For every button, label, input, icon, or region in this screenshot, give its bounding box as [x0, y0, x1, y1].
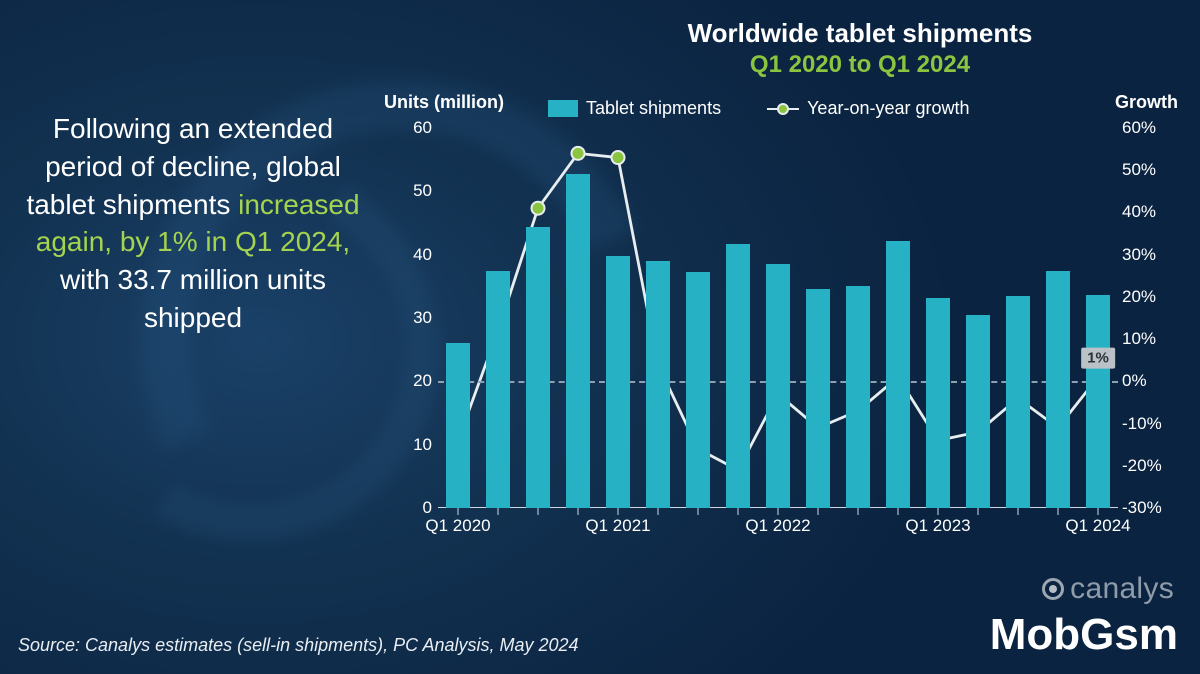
y-right-tick: 10% [1122, 329, 1174, 349]
legend-swatch-bar [548, 100, 578, 117]
x-tickmark [458, 508, 459, 515]
x-tick-label: Q1 2024 [1065, 516, 1130, 536]
legend-label-line: Year-on-year growth [807, 98, 969, 119]
title-line1: Worldwide tablet shipments [560, 18, 1160, 49]
y-right-tick: -20% [1122, 456, 1174, 476]
chart-area: Units (million) Growth Tablet shipments … [378, 100, 1178, 580]
bar [966, 315, 991, 508]
legend-item-line: Year-on-year growth [767, 98, 969, 119]
x-tick-label: Q1 2020 [425, 516, 490, 536]
y-right-tick: -30% [1122, 498, 1174, 518]
y-left-tick: 20 [396, 371, 432, 391]
x-tickmark [538, 508, 539, 515]
y-left-label: Units (million) [384, 92, 504, 113]
x-tick-label: Q1 2022 [745, 516, 810, 536]
x-tickmark [778, 508, 779, 515]
y-left-tick: 10 [396, 435, 432, 455]
y-left-tick: 30 [396, 308, 432, 328]
canalys-icon [1042, 578, 1064, 600]
y-right-tick: 20% [1122, 287, 1174, 307]
x-tick-label: Q1 2021 [585, 516, 650, 536]
x-tickmark [698, 508, 699, 515]
growth-marker [532, 202, 545, 215]
x-tickmark [978, 508, 979, 515]
x-tick-label: Q1 2023 [905, 516, 970, 536]
legend-swatch-point [767, 102, 799, 116]
bar [1046, 271, 1071, 509]
bar [726, 244, 751, 508]
y-right-tick: 60% [1122, 118, 1174, 138]
x-tickmark [1098, 508, 1099, 515]
bar [806, 289, 831, 508]
bar [606, 256, 631, 508]
bar [526, 227, 551, 508]
bar [926, 298, 951, 508]
bar [766, 264, 791, 508]
x-tickmark [1018, 508, 1019, 515]
y-right-tick: 50% [1122, 160, 1174, 180]
x-tickmark [658, 508, 659, 515]
bar [886, 241, 911, 508]
chart-title: Worldwide tablet shipments Q1 2020 to Q1… [560, 18, 1160, 79]
x-tickmark [858, 508, 859, 515]
x-tickmark [618, 508, 619, 515]
x-tickmark [498, 508, 499, 515]
y-right-tick: 0% [1122, 371, 1174, 391]
watermark-text: MobGsm [990, 610, 1178, 660]
y-right-tick: -10% [1122, 414, 1174, 434]
watermark: MobGsm [990, 610, 1178, 660]
bar [646, 261, 671, 508]
title-line2: Q1 2020 to Q1 2024 [560, 51, 1160, 79]
summary-text: Following an extended period of decline,… [18, 110, 368, 337]
legend-label-bars: Tablet shipments [586, 98, 721, 119]
x-tickmark [938, 508, 939, 515]
y-left-tick: 60 [396, 118, 432, 138]
growth-marker [572, 147, 585, 160]
x-tickmark [1058, 508, 1059, 515]
bar [566, 174, 591, 508]
x-tickmark [738, 508, 739, 515]
bar [1006, 296, 1031, 508]
y-left-tick: 50 [396, 181, 432, 201]
y-left-tick: 40 [396, 245, 432, 265]
y-right-tick: 30% [1122, 245, 1174, 265]
growth-marker [612, 151, 625, 164]
legend: Tablet shipments Year-on-year growth [548, 98, 970, 119]
bar [446, 343, 471, 508]
growth-callout: 1% [1081, 348, 1115, 369]
summary-span: with 33.7 million units shipped [60, 264, 326, 333]
x-tickmark [578, 508, 579, 515]
y-left-tick: 0 [396, 498, 432, 518]
x-tickmark [818, 508, 819, 515]
x-tickmark [898, 508, 899, 515]
source-footnote: Source: Canalys estimates (sell-in shipm… [18, 635, 579, 656]
y-right-label: Growth [1115, 92, 1178, 113]
plot-region: 0102030405060-30%-20%-10%0%10%20%30%40%5… [438, 128, 1118, 508]
y-right-tick: 40% [1122, 202, 1174, 222]
bar [1086, 295, 1111, 508]
legend-item-bars: Tablet shipments [548, 98, 721, 119]
bar [486, 271, 511, 509]
bar [846, 286, 871, 508]
bar [686, 272, 711, 508]
